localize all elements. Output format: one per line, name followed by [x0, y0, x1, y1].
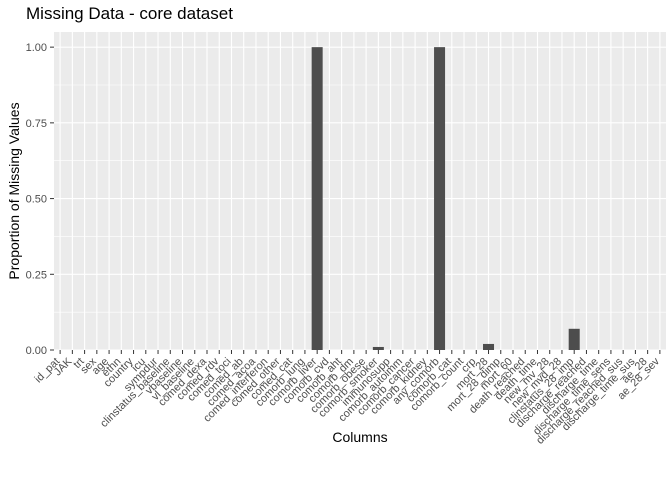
- bars: [311, 47, 580, 351]
- chart-title: Missing Data - core dataset: [26, 4, 233, 23]
- bar-comorb_liver: [311, 47, 323, 351]
- bar-comorb_smoker: [372, 346, 384, 350]
- bar-clinstatus_28_imp: [568, 328, 580, 350]
- y-tick-label: 0.25: [26, 269, 47, 281]
- y-tick-label: 0.75: [26, 118, 47, 130]
- major-gridlines: [54, 32, 666, 351]
- y-tick-label: 0.00: [26, 345, 47, 357]
- y-axis-title: Proportion of Missing Values: [6, 102, 22, 279]
- x-axis-title: Columns: [332, 429, 387, 445]
- bar-mort_28: [483, 343, 495, 350]
- y-tick-label: 1.00: [26, 42, 47, 54]
- bar-any_comorb: [434, 47, 446, 351]
- minor-gridlines: [54, 84, 666, 313]
- y-tick-label: 0.50: [26, 194, 47, 206]
- y-axis: 0.00 0.25 0.50 0.75 1.00: [26, 42, 54, 357]
